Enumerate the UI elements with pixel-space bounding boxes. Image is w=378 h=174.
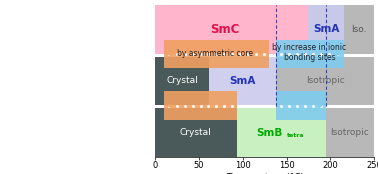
Text: Isotropic: Isotropic <box>306 76 344 85</box>
Text: Isotropic: Isotropic <box>330 128 369 137</box>
Point <box>229 104 235 107</box>
Point <box>333 53 339 55</box>
Text: SmB: SmB <box>256 128 282 137</box>
Point <box>182 104 188 107</box>
Point <box>221 53 227 55</box>
Bar <box>237 108 326 157</box>
Point <box>198 53 204 55</box>
Point <box>229 53 235 55</box>
Bar <box>164 40 269 68</box>
Point <box>198 104 204 107</box>
Point <box>206 104 212 107</box>
Point <box>286 104 292 107</box>
Bar <box>326 108 374 157</box>
Bar <box>155 5 308 54</box>
Bar <box>276 57 374 105</box>
Point <box>166 104 172 107</box>
Point <box>206 53 212 55</box>
Bar <box>155 108 237 157</box>
Point <box>174 53 180 55</box>
Text: Crystal: Crystal <box>166 76 198 85</box>
Point <box>261 53 267 55</box>
Point <box>174 104 180 107</box>
Text: by asymmetric core: by asymmetric core <box>177 49 253 58</box>
Point <box>237 53 243 55</box>
Point <box>245 53 251 55</box>
Point <box>318 104 324 107</box>
Point <box>166 53 172 55</box>
Bar <box>276 91 326 120</box>
Bar <box>209 57 276 105</box>
Point <box>310 104 316 107</box>
Text: Crystal: Crystal <box>180 128 211 137</box>
Point <box>213 104 219 107</box>
Bar <box>164 91 237 120</box>
Point <box>302 53 308 55</box>
Point <box>190 104 196 107</box>
Text: tetra: tetra <box>287 133 304 139</box>
Point <box>325 53 332 55</box>
Point <box>294 53 300 55</box>
Text: Iso.: Iso. <box>351 25 366 34</box>
Bar <box>308 5 344 54</box>
X-axis label: Temperature (°C): Temperature (°C) <box>226 173 304 174</box>
Point <box>318 53 324 55</box>
Point <box>310 53 316 55</box>
Point <box>294 104 300 107</box>
Text: SmA: SmA <box>229 76 256 86</box>
Text: by increase in ionic
bonding sites: by increase in ionic bonding sites <box>272 42 346 62</box>
Text: SmC: SmC <box>211 23 240 36</box>
Point <box>190 53 196 55</box>
Point <box>286 53 292 55</box>
Text: SmA: SmA <box>313 24 339 34</box>
Point <box>253 53 259 55</box>
Bar <box>344 5 374 54</box>
Bar <box>276 40 344 68</box>
Point <box>302 104 308 107</box>
Point <box>213 53 219 55</box>
Point <box>278 104 284 107</box>
Bar <box>155 57 209 105</box>
Point <box>221 104 227 107</box>
Point <box>182 53 188 55</box>
Point <box>278 53 284 55</box>
